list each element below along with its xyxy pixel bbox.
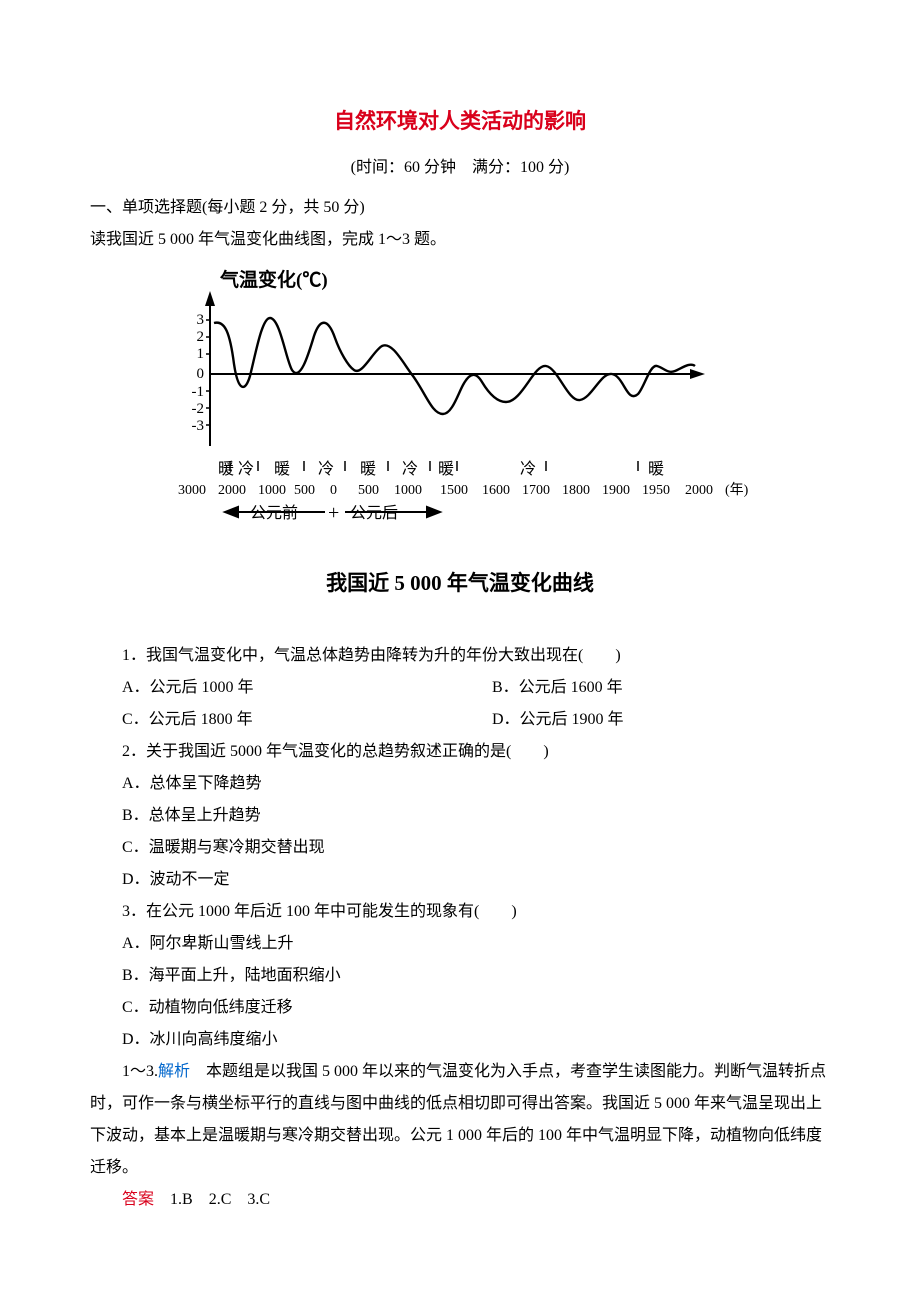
y-axis-label: 气温变化(℃): [219, 268, 328, 291]
svg-text:3000: 3000: [178, 483, 206, 498]
q1-stem: 1．我国气温变化中，气温总体趋势由降转为升的年份大致出现在( ): [90, 640, 830, 672]
intro-text: 读我国近 5 000 年气温变化曲线图，完成 1～3 题。: [90, 224, 830, 256]
svg-text:暖: 暖: [218, 460, 234, 478]
svg-text:暖: 暖: [438, 460, 454, 478]
svg-text:1000: 1000: [394, 483, 422, 498]
svg-text:1000: 1000: [258, 483, 286, 498]
analysis-prefix: 1～3.: [122, 1063, 158, 1080]
svg-text:0: 0: [330, 483, 337, 498]
svg-text:1600: 1600: [482, 483, 510, 498]
svg-text:500: 500: [358, 483, 379, 498]
q2-opt-a: A．总体呈下降趋势: [90, 768, 830, 800]
svg-text:暖: 暖: [360, 460, 376, 478]
temperature-chart: 气温变化(℃) 3 2 1 0 -1 -2 -3 暖 冷 暖: [130, 266, 770, 536]
svg-text:0: 0: [197, 366, 205, 382]
q1-opt-b: B．公元后 1600 年: [460, 672, 623, 704]
q1-row-cd: C．公元后 1800 年 D．公元后 1900 年: [90, 704, 830, 736]
svg-text:暖: 暖: [274, 460, 290, 478]
section-header: 一、单项选择题(每小题 2 分，共 50 分): [90, 192, 830, 224]
svg-text:冷: 冷: [238, 460, 254, 478]
svg-text:3: 3: [197, 312, 205, 328]
svg-text:+: +: [328, 502, 339, 524]
svg-text:(年): (年): [725, 482, 749, 498]
svg-text:500: 500: [294, 483, 315, 498]
svg-text:冷: 冷: [318, 460, 334, 478]
q1-opt-d: D．公元后 1900 年: [460, 704, 624, 736]
svg-text:1700: 1700: [522, 483, 550, 498]
svg-text:-3: -3: [192, 418, 205, 434]
q3-opt-b: B．海平面上升，陆地面积缩小: [90, 960, 830, 992]
svg-text:2: 2: [197, 329, 205, 345]
answer-block: 答案 1.B 2.C 3.C: [90, 1184, 830, 1216]
svg-text:1800: 1800: [562, 483, 590, 498]
q3-opt-d: D．冰川向高纬度缩小: [90, 1024, 830, 1056]
svg-text:1500: 1500: [440, 483, 468, 498]
q3-opt-a: A．阿尔卑斯山雪线上升: [90, 928, 830, 960]
analysis-text: 本题组是以我国 5 000 年以来的气温变化为入手点，考查学生读图能力。判断气温…: [90, 1063, 826, 1176]
svg-text:2000: 2000: [218, 483, 246, 498]
page-title: 自然环境对人类活动的影响: [90, 100, 830, 142]
svg-text:冷: 冷: [402, 460, 418, 478]
svg-text:公元前: 公元前: [250, 504, 298, 522]
svg-text:1: 1: [197, 346, 205, 362]
analysis-label: 解析: [158, 1063, 190, 1080]
q3-opt-c: C．动植物向低纬度迁移: [90, 992, 830, 1024]
answer-label: 答案: [122, 1191, 154, 1208]
q1-row-ab: A．公元后 1000 年 B．公元后 1600 年: [90, 672, 830, 704]
svg-text:2000: 2000: [685, 483, 713, 498]
chart-caption: 我国近 5 000 年气温变化曲线: [90, 562, 830, 604]
q2-opt-d: D．波动不一定: [90, 864, 830, 896]
q3-stem: 3．在公元 1000 年后近 100 年中可能发生的现象有( ): [90, 896, 830, 928]
svg-text:公元后: 公元后: [350, 504, 398, 522]
svg-text:1950: 1950: [642, 483, 670, 498]
q1-opt-c: C．公元后 1800 年: [90, 704, 460, 736]
q1-opt-a: A．公元后 1000 年: [90, 672, 460, 704]
svg-text:-2: -2: [192, 401, 205, 417]
svg-text:暖: 暖: [648, 460, 664, 478]
svg-text:-1: -1: [192, 384, 205, 400]
q2-stem: 2．关于我国近 5000 年气温变化的总趋势叙述正确的是( ): [90, 736, 830, 768]
svg-text:1900: 1900: [602, 483, 630, 498]
q2-opt-c: C．温暖期与寒冷期交替出现: [90, 832, 830, 864]
chart-container: 气温变化(℃) 3 2 1 0 -1 -2 -3 暖 冷 暖: [130, 266, 830, 548]
analysis-block: 1～3.解析 本题组是以我国 5 000 年以来的气温变化为入手点，考查学生读图…: [90, 1056, 830, 1184]
q2-opt-b: B．总体呈上升趋势: [90, 800, 830, 832]
svg-text:冷: 冷: [520, 460, 536, 478]
answer-text: 1.B 2.C 3.C: [154, 1191, 270, 1208]
page-subtitle: (时间：60 分钟 满分：100 分): [90, 152, 830, 184]
